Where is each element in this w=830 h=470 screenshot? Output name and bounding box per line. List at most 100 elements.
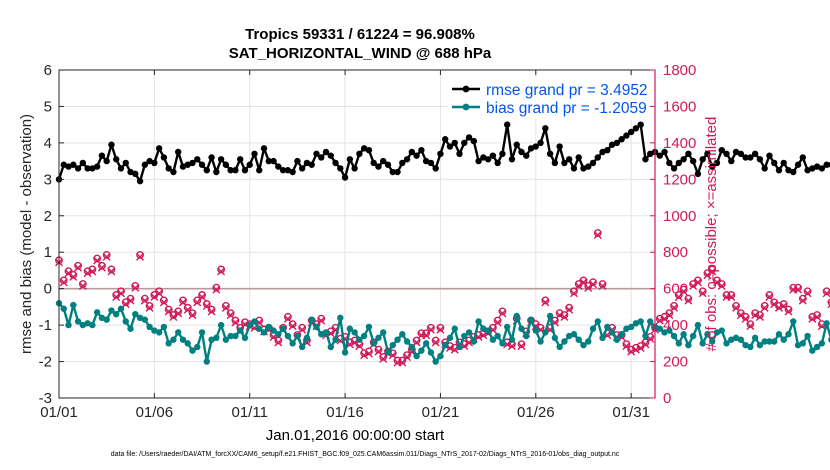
obs-marker (360, 349, 369, 360)
bias-point (613, 336, 621, 343)
obs-marker (436, 323, 445, 334)
rmse-point (351, 165, 358, 172)
bias-point (737, 336, 745, 343)
rmse-point (790, 168, 797, 176)
rmse-point (117, 165, 125, 172)
rmse-point (718, 146, 725, 154)
rmse-point (294, 157, 301, 165)
rmse-point (661, 148, 668, 156)
rmse-point (394, 168, 401, 176)
rmse-point (232, 167, 239, 174)
rmse-point (217, 156, 225, 163)
bias-point (108, 307, 115, 314)
bias-point (694, 321, 702, 329)
obs-marker (116, 287, 125, 298)
bias-point (298, 343, 306, 351)
bias-point (222, 336, 230, 343)
rmse-series (55, 121, 830, 185)
obs-marker (822, 287, 830, 298)
rmse-point (508, 156, 516, 163)
bias-point (236, 327, 244, 334)
rmse-point (575, 154, 582, 161)
bias-point (618, 331, 625, 338)
obs-marker (755, 311, 764, 321)
bias-point (294, 332, 301, 340)
bias-point (117, 305, 125, 312)
legend-box (448, 77, 648, 119)
obs-marker (93, 254, 102, 265)
rmse-point (594, 154, 601, 161)
rmse-point (823, 161, 830, 168)
bias-point (575, 336, 582, 343)
rmse-point (518, 148, 525, 156)
obs-marker (589, 278, 598, 289)
rmse-point (370, 159, 377, 167)
bias-point (70, 301, 77, 309)
bias-point (470, 338, 478, 345)
obs-marker (784, 305, 793, 316)
bias-point (279, 325, 287, 332)
bias-point (503, 323, 511, 331)
bias-point (537, 338, 544, 345)
obs-marker (74, 261, 83, 272)
obs-marker (565, 303, 574, 314)
rmse-point (256, 167, 263, 174)
rmse-point (627, 128, 635, 136)
bias-point (709, 338, 716, 345)
bias-point (132, 310, 139, 318)
bias-point (270, 327, 277, 334)
obs-marker (288, 320, 297, 331)
rmse-point (794, 161, 802, 168)
bias-point (93, 309, 101, 316)
rmse-point (198, 161, 206, 168)
obs-marker (798, 294, 807, 305)
rmse-point (775, 167, 783, 174)
bias-point (508, 336, 516, 343)
bias-point (818, 340, 826, 347)
rmse-point (737, 150, 745, 158)
bias-point (556, 343, 563, 351)
rmse-point (728, 157, 735, 165)
bias-point (542, 329, 549, 336)
rmse-point (260, 145, 268, 152)
y-tick-label-right: 800 (663, 244, 688, 261)
obs-marker (431, 336, 440, 347)
rmse-point (346, 156, 354, 163)
rmse-point (437, 150, 444, 158)
bias-point (666, 327, 673, 334)
y-tick-label: -3 (39, 390, 52, 407)
bias-point (179, 336, 187, 343)
rmse-point (618, 136, 625, 143)
obs-marker (498, 307, 507, 318)
rmse-point (456, 150, 463, 158)
y-axis-label-right: # of obs: o=possible; ×=assimilated (703, 117, 720, 352)
bias-point (513, 312, 520, 320)
bias-point (403, 338, 411, 345)
rmse-point (666, 159, 673, 167)
bias-point (375, 334, 382, 342)
rmse-point (113, 156, 120, 163)
x-axis: 01/01 01/06 01/11 01/16 01/21 01/26 01/31 (40, 70, 650, 421)
rmse-point (241, 167, 249, 174)
obs-marker (188, 309, 197, 320)
obs-marker (88, 265, 97, 276)
bias-point (523, 332, 530, 340)
bias-point (599, 334, 606, 342)
obs-marker (627, 345, 636, 356)
bias-point (289, 340, 296, 347)
rmse-point (389, 168, 396, 176)
rmse-point (709, 163, 716, 170)
rmse-point (818, 165, 826, 172)
rmse-point (341, 174, 349, 181)
obs-marker (97, 261, 106, 272)
rmse-point (399, 159, 406, 167)
bias-point (365, 323, 373, 331)
rmse-point (713, 159, 721, 167)
bias-point (303, 334, 311, 342)
bias-point (89, 321, 96, 329)
rmse-point (689, 157, 697, 165)
rmse-point (208, 154, 215, 161)
y-tick-label: 6 (44, 62, 52, 79)
rmse-point (289, 168, 296, 176)
x-tick-label: 01/11 (232, 404, 268, 421)
